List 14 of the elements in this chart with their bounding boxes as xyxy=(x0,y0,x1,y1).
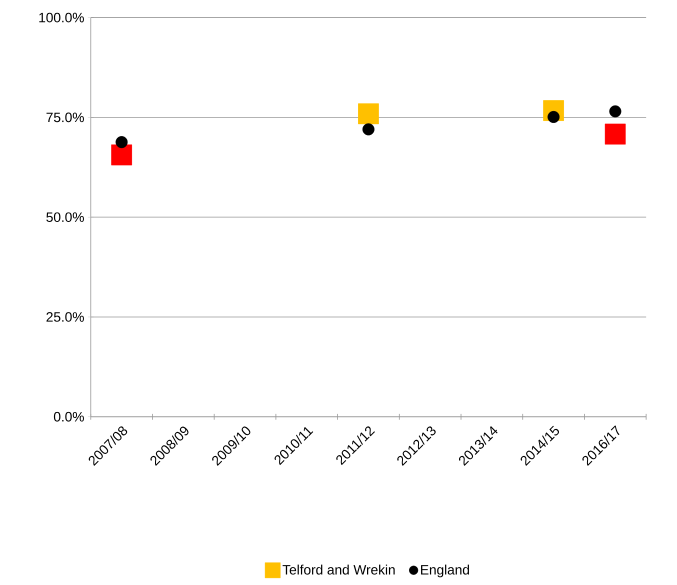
point xyxy=(609,106,622,118)
point xyxy=(362,123,374,136)
point xyxy=(358,104,379,124)
y-tick-label: 25.0% xyxy=(46,312,84,322)
point xyxy=(111,144,132,166)
point xyxy=(548,111,560,124)
point xyxy=(604,124,626,145)
point xyxy=(116,136,128,148)
legend-label: England xyxy=(421,564,470,578)
y-tick-label: 0.0% xyxy=(54,412,84,422)
y-tick-label: 50.0% xyxy=(46,212,84,222)
y-tick-label: 100.0% xyxy=(39,12,84,23)
legend-label: Telford and Wrekin xyxy=(282,564,395,575)
y-tick-label: 75.0% xyxy=(46,112,84,122)
